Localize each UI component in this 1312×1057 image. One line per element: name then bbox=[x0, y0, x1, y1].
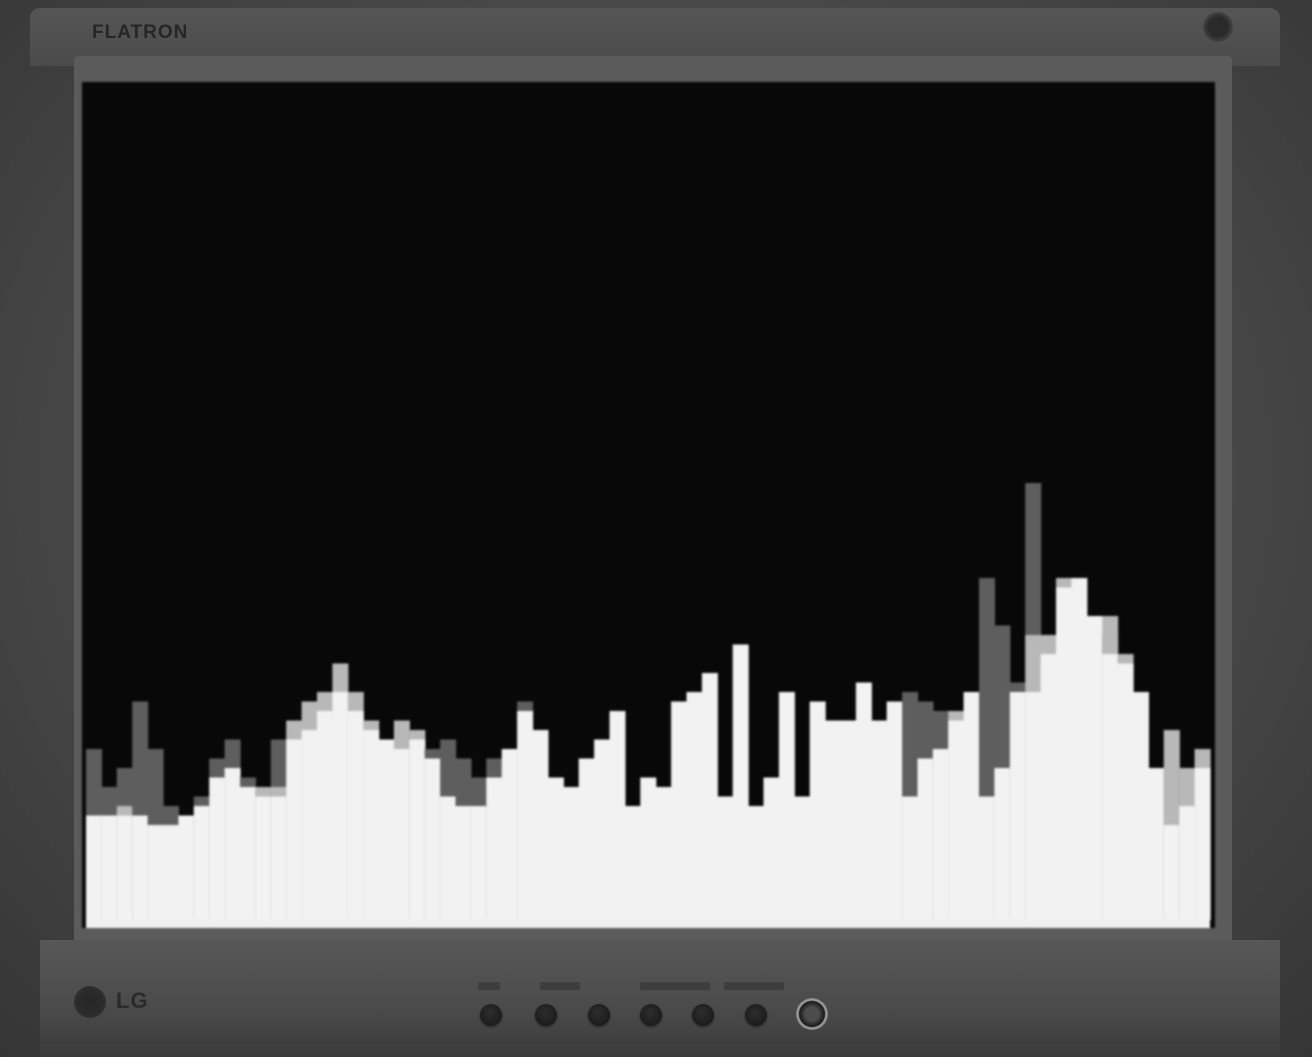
spectrum-bar-main bbox=[332, 692, 349, 920]
spectrum-bar-main bbox=[1163, 825, 1180, 920]
spectrum-bar-main bbox=[224, 768, 241, 920]
spectrum-bar-main bbox=[655, 787, 672, 920]
spectrum-bar-main bbox=[1025, 692, 1042, 920]
spectrum-bar-main bbox=[825, 720, 842, 920]
monitor-button-6[interactable] bbox=[745, 1004, 767, 1026]
spectrum-bar-main bbox=[948, 720, 965, 920]
monitor-button-3[interactable] bbox=[588, 1004, 610, 1026]
spectrum-bar-main bbox=[701, 673, 718, 920]
spectrum-bar-main bbox=[1179, 806, 1196, 920]
spectrum-bar-main bbox=[209, 777, 226, 920]
control-label-mark bbox=[640, 982, 710, 990]
spectrum-bar-main bbox=[1040, 654, 1057, 920]
spectrum-bar-main bbox=[640, 777, 657, 920]
spectrum-bar-main bbox=[470, 806, 487, 920]
monitor-button-2[interactable] bbox=[535, 1004, 557, 1026]
spectrum-bar-main bbox=[393, 749, 410, 920]
lg-brand-text: LG bbox=[116, 988, 149, 1013]
spectrum-bar-main bbox=[686, 692, 703, 920]
spectrum-bar-main bbox=[532, 730, 549, 920]
spectrum-bar-main bbox=[517, 711, 534, 920]
spectrum-bar-main bbox=[609, 711, 626, 920]
spectrum-bar-main bbox=[255, 796, 272, 920]
spectrum-bar-main bbox=[1102, 654, 1119, 920]
spectrum-bar-main bbox=[286, 739, 303, 920]
monitor-bottom-bezel bbox=[40, 940, 1280, 1057]
spectrum-bar-main bbox=[963, 692, 980, 920]
flatron-logo: FLATRON bbox=[92, 22, 189, 43]
spectrum-bar-main bbox=[147, 825, 164, 920]
control-label-mark bbox=[724, 982, 784, 990]
spectrum-bar-main bbox=[778, 692, 795, 920]
spectrum-bar-main bbox=[132, 815, 149, 920]
lg-logo-icon bbox=[74, 986, 106, 1018]
monitor-button-1[interactable] bbox=[480, 1004, 502, 1026]
spectrum-bar-main bbox=[301, 730, 318, 920]
spectrum-bar-main bbox=[1117, 663, 1134, 920]
spectrum-bar-main bbox=[624, 806, 641, 920]
spectrum-bar-main bbox=[578, 758, 595, 920]
spectrum-bar-main bbox=[378, 739, 395, 920]
spectrum-bar-main bbox=[178, 815, 195, 920]
spectrum-visualizer bbox=[86, 483, 1211, 928]
spectrum-bar-main bbox=[902, 796, 919, 920]
spectrum-bar-main bbox=[501, 749, 518, 920]
spectrum-bar-main bbox=[409, 739, 426, 920]
spectrum-bar-main bbox=[794, 796, 811, 920]
spectrum-bar-main bbox=[671, 701, 688, 920]
spectrum-bar-main bbox=[763, 777, 780, 920]
monitor-button-4[interactable] bbox=[640, 1004, 662, 1026]
spectrum-bar-main bbox=[347, 711, 364, 920]
spectrum-bar-main bbox=[270, 796, 287, 920]
spectrum-bar-main bbox=[424, 758, 441, 920]
spectrum-bar-main bbox=[317, 711, 333, 920]
spectrum-bar-main bbox=[547, 777, 564, 920]
spectrum-bar-main bbox=[440, 796, 457, 920]
spectrum-bar-main bbox=[1133, 692, 1149, 920]
spectrum-bar-main bbox=[86, 815, 102, 920]
monitor-screen bbox=[82, 82, 1215, 928]
spectrum-bar-main bbox=[809, 701, 826, 920]
spectrum-bar-main bbox=[932, 749, 949, 920]
spectrum-bar-main bbox=[193, 806, 210, 920]
spectrum-bar-main bbox=[563, 787, 580, 920]
spectrum-bar-main bbox=[1194, 768, 1211, 920]
spectrum-bar-main bbox=[486, 777, 503, 920]
corner-emblem-icon bbox=[1203, 12, 1233, 42]
monitor-button-5[interactable] bbox=[692, 1004, 714, 1026]
spectrum-bar-main bbox=[886, 701, 903, 920]
spectrum-bar-main bbox=[455, 806, 472, 920]
spectrum-bar-main bbox=[979, 796, 995, 920]
spectrum-bar-main bbox=[840, 720, 857, 920]
power-button-icon[interactable] bbox=[796, 998, 828, 1030]
spectrum-bar-main bbox=[1148, 768, 1165, 920]
spectrum-bar-main bbox=[594, 739, 611, 920]
spectrum-bar-main bbox=[116, 815, 133, 920]
spectrum-bar-main bbox=[1086, 616, 1103, 920]
spectrum-bar-main bbox=[101, 815, 118, 920]
spectrum-bar-main bbox=[732, 644, 749, 920]
spectrum-bar-main bbox=[855, 682, 872, 920]
control-label-mark bbox=[478, 982, 500, 990]
spectrum-bar-main bbox=[240, 787, 256, 920]
spectrum-bar-main bbox=[748, 806, 765, 920]
spectrum-bar-main bbox=[871, 720, 888, 920]
spectrum-bar-main bbox=[1009, 692, 1026, 920]
spectrum-bar-main bbox=[163, 825, 179, 920]
spectrum-bar-main bbox=[1071, 578, 1088, 920]
spectrum-bar-main bbox=[994, 768, 1011, 920]
spectrum-bar-main bbox=[917, 758, 934, 920]
spectrum-bar-main bbox=[717, 796, 734, 920]
spectrum-bar-main bbox=[1056, 587, 1072, 920]
spectrum-bar-main bbox=[363, 730, 380, 920]
control-label-mark bbox=[540, 982, 580, 990]
spectrum-baseline bbox=[86, 920, 1210, 928]
